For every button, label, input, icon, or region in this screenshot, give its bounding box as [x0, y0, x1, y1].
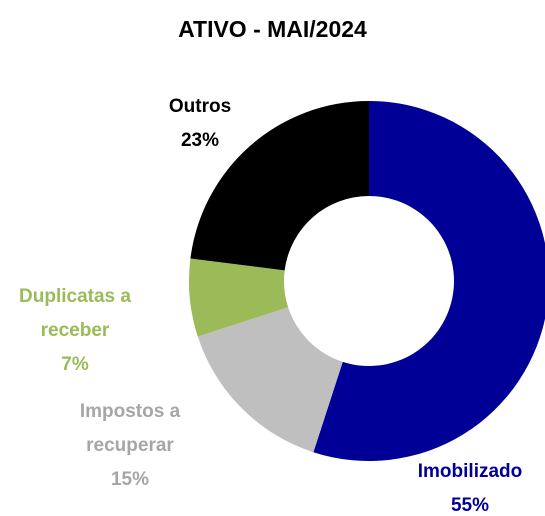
category-label: Outros — [168, 96, 232, 117]
slice-label: Outros 23% — [140, 90, 260, 158]
value-label: 15% — [110, 469, 150, 490]
donut-slice — [190, 101, 369, 271]
donut-slice — [189, 258, 289, 337]
category-label: Duplicatas a receber — [19, 286, 131, 341]
category-label: Imobilizado — [417, 461, 523, 482]
donut-slice — [313, 101, 545, 461]
value-label: 23% — [180, 130, 220, 151]
slice-label: Imobilizado 55% — [390, 455, 545, 516]
chart-title: ATIVO - MAI/2024 — [178, 16, 367, 42]
slice-label: Duplicatas a receber 7% — [5, 280, 145, 382]
value-label: 55% — [450, 495, 490, 516]
value-label: 7% — [61, 354, 89, 375]
category-label: Impostos a recuperar — [79, 401, 181, 456]
donut-slice — [197, 307, 343, 453]
slice-label: Impostos a recuperar 15% — [50, 395, 210, 497]
